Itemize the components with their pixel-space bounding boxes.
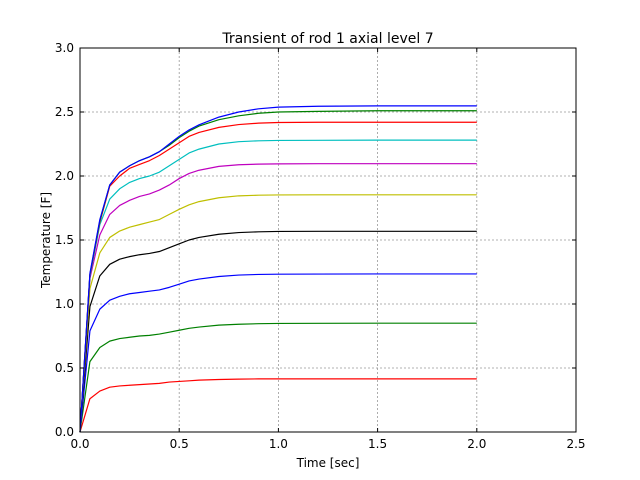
x-tick-label: 1.0 xyxy=(269,437,288,451)
y-tick-label: 2.5 xyxy=(55,105,74,119)
series-line-4 xyxy=(79,230,477,433)
x-tick-label: 0.5 xyxy=(170,437,189,451)
y-tick-label: 1.0 xyxy=(55,297,74,311)
series-line-10 xyxy=(79,105,477,433)
y-axis-label: Temperature [F] xyxy=(39,192,53,289)
axis-ticks: 0.0 0.5 1.0 1.5 2.0 2.5 0.0 0.5 1.0 1.5 2.0 2.5 3.0 xyxy=(55,41,586,451)
y-tick-label: 2.0 xyxy=(55,169,74,183)
series-line-5 xyxy=(79,194,477,433)
series-line-2 xyxy=(79,322,477,433)
y-tick-label: 0.0 xyxy=(55,425,74,439)
series-line-6 xyxy=(79,163,477,433)
series-line-3 xyxy=(79,273,477,433)
x-axis-label: Time [sec] xyxy=(296,456,360,470)
series-layer xyxy=(79,105,477,433)
y-tick-label: 0.5 xyxy=(55,361,74,375)
x-tick-label: 0.0 xyxy=(70,437,89,451)
series-line-7 xyxy=(79,139,477,433)
y-tick-label: 1.5 xyxy=(55,233,74,247)
series-line-8 xyxy=(79,121,477,433)
chart-title: Transient of rod 1 axial level 7 xyxy=(221,31,433,47)
x-tick-label: 1.5 xyxy=(368,437,387,451)
x-tick-label: 2.5 xyxy=(566,437,585,451)
grid-lines xyxy=(80,48,576,432)
y-tick-label: 3.0 xyxy=(55,41,74,55)
x-tick-label: 2.0 xyxy=(467,437,486,451)
series-line-1 xyxy=(79,378,477,433)
